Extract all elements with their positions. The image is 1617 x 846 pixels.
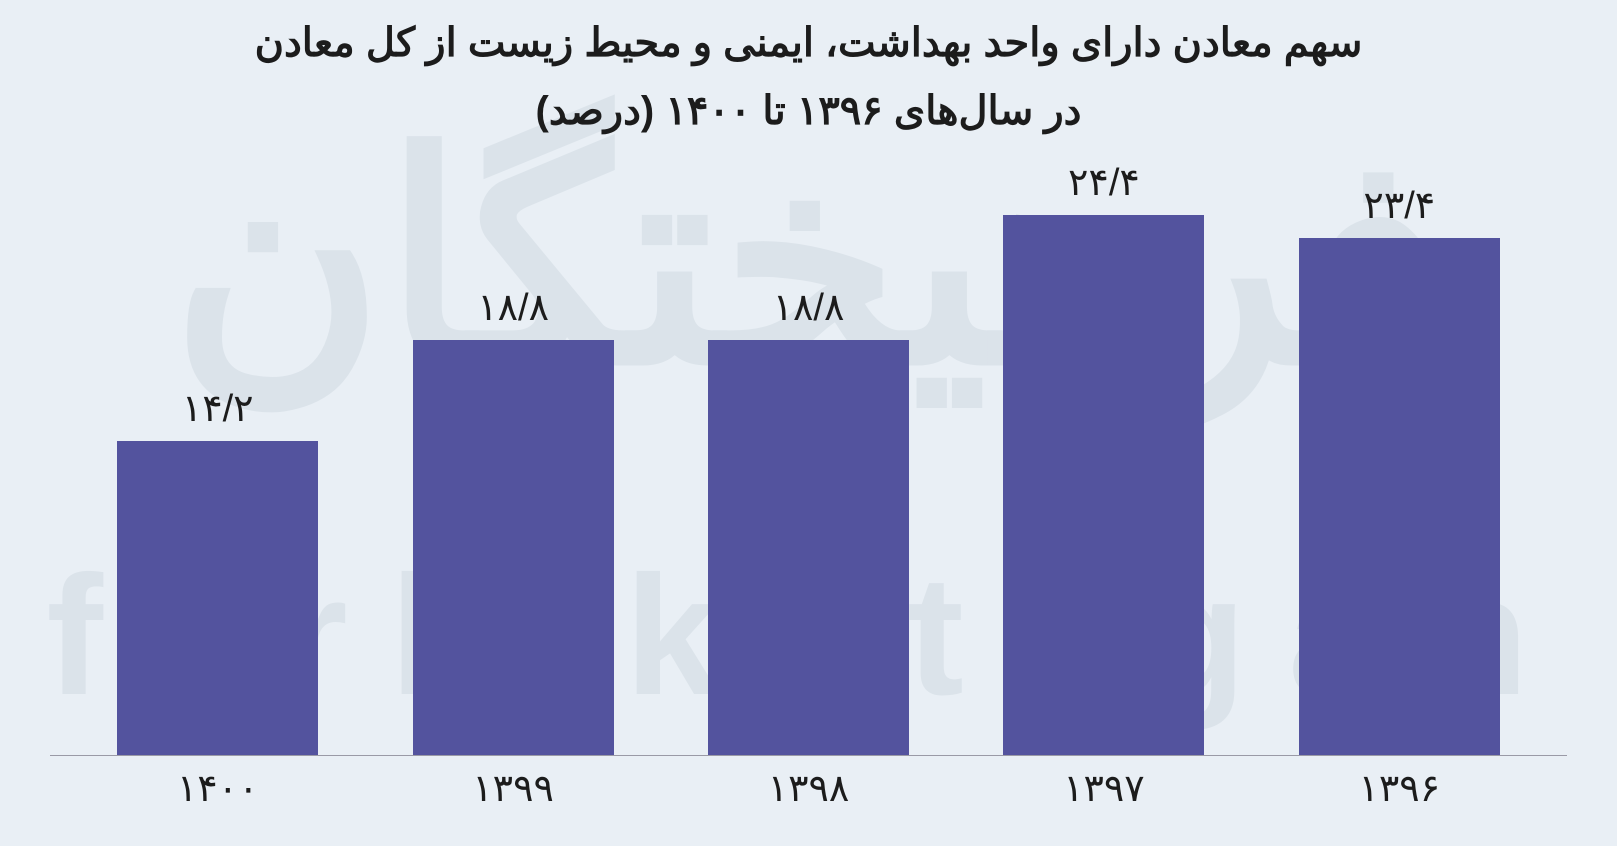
bar-slot: ۱۸/۸ — [365, 180, 660, 756]
bar — [1003, 215, 1204, 756]
x-axis-label: ۱۳۹۸ — [661, 766, 956, 826]
bar-value-label: ۲۴/۴ — [956, 160, 1251, 205]
bar — [413, 340, 614, 756]
x-axis-labels: ۱۳۹۶۱۳۹۷۱۳۹۸۱۳۹۹۱۴۰۰ — [70, 766, 1547, 826]
x-axis-line — [50, 755, 1567, 756]
x-axis-label: ۱۳۹۹ — [365, 766, 660, 826]
bar — [708, 340, 909, 756]
bar-value-label: ۱۸/۸ — [365, 285, 660, 330]
chart-title-line2: در سال‌های ۱۳۹۶ تا ۱۴۰۰ (درصد) — [0, 88, 1617, 134]
bar-slot: ۱۸/۸ — [661, 180, 956, 756]
bar-slot: ۲۴/۴ — [956, 180, 1251, 756]
bar-value-label: ۲۳/۴ — [1252, 183, 1547, 228]
bar — [117, 441, 318, 756]
bar-slot: ۱۴/۲ — [70, 180, 365, 756]
plot-area: ۱۴/۲۱۸/۸۱۸/۸۲۴/۴۲۳/۴ — [70, 180, 1547, 756]
bar-value-label: ۱۴/۲ — [70, 386, 365, 431]
bar — [1299, 238, 1500, 756]
chart-title: سهم معادن دارای واحد بهداشت، ایمنی و محی… — [0, 20, 1617, 134]
bars-container: ۱۴/۲۱۸/۸۱۸/۸۲۴/۴۲۳/۴ — [70, 180, 1547, 756]
bar-chart: فرهیختگان farhikhtegan سهم معادن دارای و… — [0, 0, 1617, 846]
x-axis-label: ۱۴۰۰ — [70, 766, 365, 826]
chart-title-line1: سهم معادن دارای واحد بهداشت، ایمنی و محی… — [0, 20, 1617, 66]
x-axis-label: ۱۳۹۷ — [956, 766, 1251, 826]
x-axis-label: ۱۳۹۶ — [1252, 766, 1547, 826]
bar-value-label: ۱۸/۸ — [661, 285, 956, 330]
bar-slot: ۲۳/۴ — [1252, 180, 1547, 756]
